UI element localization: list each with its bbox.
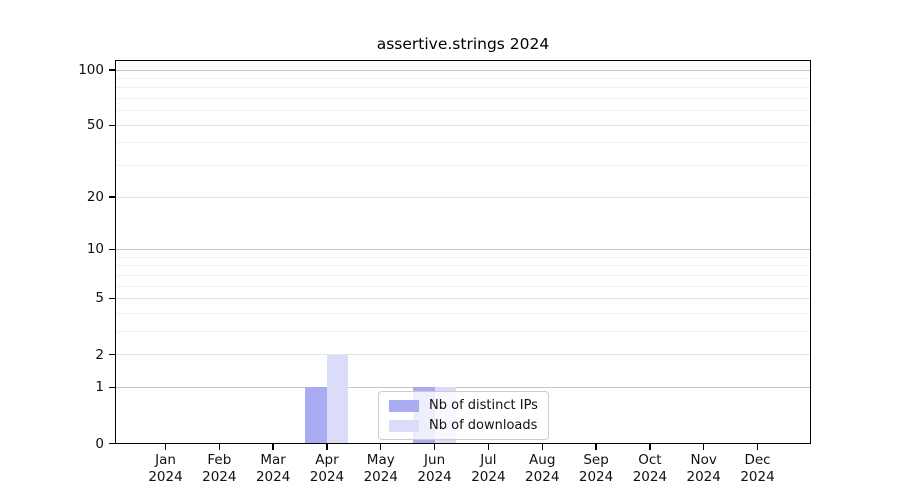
x-tick-label-jan: Jan 2024 (134, 452, 198, 486)
x-tick-year: 2024 (202, 469, 237, 485)
y-gridline-minor (116, 285, 810, 287)
y-axis-tick (109, 386, 115, 389)
x-tick-month: Nov (690, 452, 717, 468)
x-tick-label-aug: Aug 2024 (510, 452, 574, 486)
x-axis-tick (595, 444, 597, 450)
y-tick-label: 100 (78, 62, 104, 78)
y-axis-tick (109, 69, 115, 71)
y-gridline-minor (116, 98, 810, 100)
x-tick-month: Jan (155, 452, 176, 468)
x-axis-tick (756, 444, 759, 450)
legend: Nb of distinct IPs Nb of downloads (378, 391, 549, 440)
x-tick-label-jul: Jul 2024 (456, 452, 520, 486)
legend-swatch-distinct-ips-icon (389, 399, 419, 412)
y-tick-label: 0 (95, 435, 104, 452)
x-axis-tick (272, 444, 274, 450)
x-tick-year: 2024 (686, 469, 721, 485)
x-axis-tick (703, 444, 705, 450)
x-tick-label-may: May 2024 (349, 452, 413, 486)
x-tick-year: 2024 (255, 469, 291, 485)
x-tick-label-dec: Dec 2024 (726, 452, 790, 486)
x-tick-month: Feb (207, 452, 232, 468)
x-axis-tick (218, 444, 220, 450)
y-gridline-minor (116, 312, 810, 314)
x-tick-month: Jun (424, 452, 446, 468)
x-tick-year: 2024 (363, 469, 398, 485)
x-tick-month: Jul (480, 452, 497, 468)
x-tick-month: Sep (583, 452, 609, 468)
x-tick-month: Aug (529, 452, 556, 468)
x-axis-tick (380, 444, 382, 450)
x-axis-tick (433, 444, 436, 450)
x-tick-label-sep: Sep 2024 (564, 452, 628, 486)
x-axis-tick (326, 444, 328, 450)
chart-title: assertive.strings 2024 (376, 35, 550, 53)
x-axis-tick (164, 444, 167, 450)
y-tick-label: 10 (86, 241, 104, 258)
x-tick-month: Mar (260, 452, 286, 468)
y-gridline-minor (116, 265, 810, 267)
y-axis-tick (109, 124, 115, 126)
y-tick-label: 1 (95, 379, 104, 396)
y-gridline (116, 69, 810, 71)
y-gridline-minor (116, 87, 810, 89)
x-axis-tick (487, 444, 490, 450)
y-gridline-minor (116, 110, 810, 112)
y-axis-tick (109, 353, 115, 356)
y-gridline (116, 297, 810, 299)
legend-label-downloads: Nb of downloads (429, 418, 538, 433)
y-gridline-minor (116, 165, 810, 167)
bar-downloads-apr (326, 354, 349, 444)
y-tick-label: 2 (95, 346, 104, 363)
x-tick-year: 2024 (417, 469, 452, 485)
y-tick-label: 50 (86, 117, 104, 134)
y-axis-tick (109, 196, 115, 198)
x-axis-tick (541, 444, 543, 450)
x-tick-label-oct: Oct 2024 (618, 452, 682, 486)
y-axis-tick (109, 248, 115, 251)
y-gridline (116, 124, 810, 126)
x-tick-year: 2024 (309, 469, 345, 485)
x-tick-label-mar: Mar 2024 (241, 452, 305, 486)
y-tick-label: 20 (86, 189, 104, 206)
legend-swatch-downloads-icon (389, 419, 419, 432)
y-axis-tick (109, 442, 115, 445)
y-gridline-minor (116, 274, 810, 276)
legend-item-downloads: Nb of downloads (389, 418, 538, 433)
y-gridline (116, 248, 810, 250)
y-gridline-minor (116, 256, 810, 258)
y-tick-label: 5 (95, 290, 104, 307)
y-gridline (116, 386, 810, 388)
x-axis-tick (649, 444, 651, 450)
x-tick-year: 2024 (632, 469, 668, 485)
legend-item-distinct-ips: Nb of distinct IPs (389, 398, 538, 413)
legend-label-distinct-ips: Nb of distinct IPs (429, 398, 538, 413)
y-axis-tick (109, 297, 115, 300)
y-gridline-minor (116, 142, 810, 144)
bar-distinct-ips-apr (305, 387, 327, 444)
x-tick-month: Apr (315, 452, 339, 468)
x-tick-month: Dec (744, 452, 771, 468)
x-tick-year: 2024 (578, 469, 614, 485)
x-tick-label-feb: Feb 2024 (187, 452, 251, 486)
x-tick-year: 2024 (740, 469, 775, 485)
x-tick-year: 2024 (148, 469, 183, 485)
x-tick-year: 2024 (471, 469, 506, 485)
y-gridline (116, 196, 810, 198)
y-gridline-minor (116, 330, 810, 332)
x-tick-label-jun: Jun 2024 (403, 452, 467, 486)
y-gridline (116, 354, 810, 356)
x-tick-month: May (366, 452, 395, 468)
y-gridline-minor (116, 77, 810, 79)
x-tick-label-nov: Nov 2024 (672, 452, 736, 486)
x-tick-month: Oct (638, 452, 662, 468)
x-tick-year: 2024 (525, 469, 560, 485)
x-tick-label-apr: Apr 2024 (295, 452, 359, 486)
